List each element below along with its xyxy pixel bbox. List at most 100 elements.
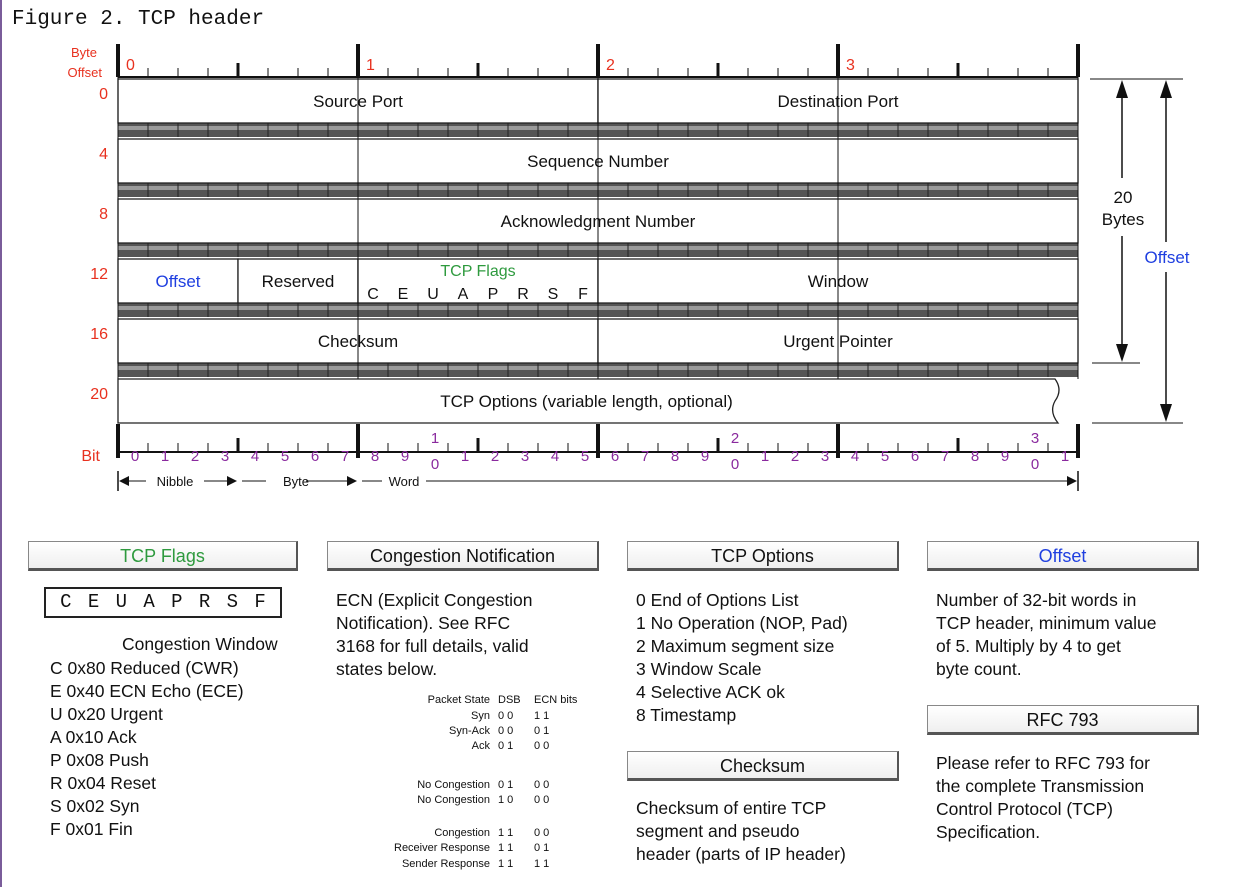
ecn-table-row-dsb: 0 0 <box>498 725 514 737</box>
bit-number: 2 <box>791 448 799 465</box>
ecn-table-row-state: Congestion <box>434 827 490 839</box>
ecn-table-row-state: No Congestion <box>417 779 490 791</box>
row-offset-number: 20 <box>90 386 108 403</box>
ecn-table-row-dsb: 1 1 <box>498 827 514 839</box>
offset-text-line: TCP header, minimum value <box>936 613 1157 633</box>
reserved-label: Reserved <box>262 272 335 291</box>
rfc-text-line: Control Protocol (TCP) <box>936 799 1113 819</box>
bit-number: 0 <box>731 456 739 473</box>
rfc-text-line: Specification. <box>936 822 1041 842</box>
scale-arrowhead <box>119 476 129 486</box>
rfc-text-line: Please refer to RFC 793 for <box>936 753 1150 773</box>
row-offset-number: 16 <box>90 326 108 343</box>
tcp-option-item: 2 Maximum segment size <box>636 636 835 656</box>
ecn-table-row-state: No Congestion <box>417 794 490 806</box>
byte-offset-label: Byte <box>71 45 97 60</box>
offset-text-line: Number of 32-bit words in <box>936 590 1137 610</box>
flag-box-letter: P <box>171 591 183 613</box>
bit-number: 1 <box>761 448 769 465</box>
scale-arrowhead <box>227 476 237 486</box>
rfc-793-text: Please refer to RFC 793 for the complete … <box>936 752 1150 844</box>
row-offset-number: 0 <box>99 86 108 103</box>
tcp-options-list: 0 End of Options List 1 No Operation (NOP… <box>636 589 848 727</box>
tcp-flag-letter: F <box>578 286 588 303</box>
scale-byte-label: Byte <box>283 474 309 489</box>
ecn-table-row-ecn: 0 1 <box>534 842 550 854</box>
bit-number: 5 <box>581 448 589 465</box>
bit-number: 2 <box>491 448 499 465</box>
row-offset-number: 8 <box>99 206 108 223</box>
tcp-flag-letter: E <box>398 286 409 303</box>
bit-number: 1 <box>161 448 169 465</box>
bit-number: 3 <box>221 448 229 465</box>
congestion-text-line: Notification). See RFC <box>336 613 511 633</box>
bit-number: 3 <box>521 448 529 465</box>
bit-number: 0 <box>431 456 439 473</box>
tcp-option-item: 1 No Operation (NOP, Pad) <box>636 613 848 633</box>
ecn-table-header-state: Packet State <box>427 694 490 706</box>
ecn-table-row-ecn: 1 1 <box>534 710 550 722</box>
scale-label-bg <box>146 472 204 490</box>
bit-number: 8 <box>971 448 979 465</box>
tcp-option-item: 0 End of Options List <box>636 590 799 610</box>
tcp-flag-letter: R <box>517 286 529 303</box>
ecn-table-row-dsb: 1 0 <box>498 794 514 806</box>
flag-item: F 0x01 Fin <box>50 819 133 839</box>
ecn-table-row-dsb: 1 1 <box>498 842 514 854</box>
scale-label-bg <box>382 472 426 490</box>
bit-number: 0 <box>131 448 139 465</box>
ecn-table-row-ecn: 0 0 <box>534 794 550 806</box>
offset-text: Number of 32-bit words in TCP header, min… <box>936 589 1156 681</box>
offset-label: Offset <box>155 272 200 291</box>
tcp-flag-letter: C <box>367 286 379 303</box>
window-border <box>0 0 2 887</box>
flag-box-letter: U <box>115 591 128 613</box>
bit-number: 4 <box>251 448 259 465</box>
tcp-flag-letter: A <box>458 286 469 303</box>
flag-item: S 0x02 Syn <box>50 796 140 816</box>
tcp-flag-letter: S <box>548 286 559 303</box>
ecn-table-header-dsb: DSB <box>498 694 521 706</box>
tcp-option-item: 3 Window Scale <box>636 659 762 679</box>
bit-number: 5 <box>881 448 889 465</box>
bit-number: 7 <box>641 448 649 465</box>
tcp-options-label: TCP Options (variable length, optional) <box>440 392 733 411</box>
scale-nibble-label: Nibble <box>157 474 194 489</box>
scale-word-label: Word <box>389 474 420 489</box>
offset-text-line: byte count. <box>936 659 1022 679</box>
congestion-notification-text: ECN (Explicit Congestion Notification). S… <box>336 589 532 681</box>
ecn-table-row-ecn: 0 0 <box>534 779 550 791</box>
checksum-text-line: segment and pseudo <box>636 821 800 841</box>
offset-arrowhead <box>1160 404 1172 422</box>
flag-item: U 0x20 Urgent <box>50 704 163 724</box>
bit-number: 4 <box>551 448 559 465</box>
bit-number: 6 <box>911 448 919 465</box>
dimension-size: 20 <box>1114 188 1133 207</box>
bit-number: 3 <box>1031 430 1039 447</box>
scale-arrowhead <box>1067 476 1077 486</box>
flag-item: R 0x04 Reset <box>50 773 157 793</box>
flag-item: E 0x40 ECN Echo (ECE) <box>50 681 244 701</box>
flag-item: C 0x80 Reduced (CWR) <box>50 658 239 678</box>
figure-caption: Figure 2. TCP header <box>12 8 265 31</box>
bit-number: 1 <box>461 448 469 465</box>
bit-number: 9 <box>1001 448 1009 465</box>
flag-box-letter: F <box>254 591 266 613</box>
bit-number: 6 <box>611 448 619 465</box>
bit-number: 4 <box>851 448 859 465</box>
tcp-flag-letter: P <box>488 286 499 303</box>
ecn-table-row-ecn: 1 1 <box>534 858 550 870</box>
scale-label-bg <box>266 472 306 490</box>
byte-marker: 2 <box>606 57 615 74</box>
ecn-table-row-state: Receiver Response <box>394 842 490 854</box>
ecn-table-row-ecn: 0 0 <box>534 740 550 752</box>
flag-item: A 0x10 Ack <box>50 727 137 747</box>
byte-marker: 1 <box>366 57 375 74</box>
dimension-arrowhead <box>1116 80 1128 98</box>
ecn-table-row-dsb: 0 1 <box>498 779 514 791</box>
tcp-options-cell <box>117 378 1060 424</box>
rfc-793-header: RFC 793 <box>927 705 1199 735</box>
tcp-flags-legend-header: TCP Flags <box>28 541 298 571</box>
